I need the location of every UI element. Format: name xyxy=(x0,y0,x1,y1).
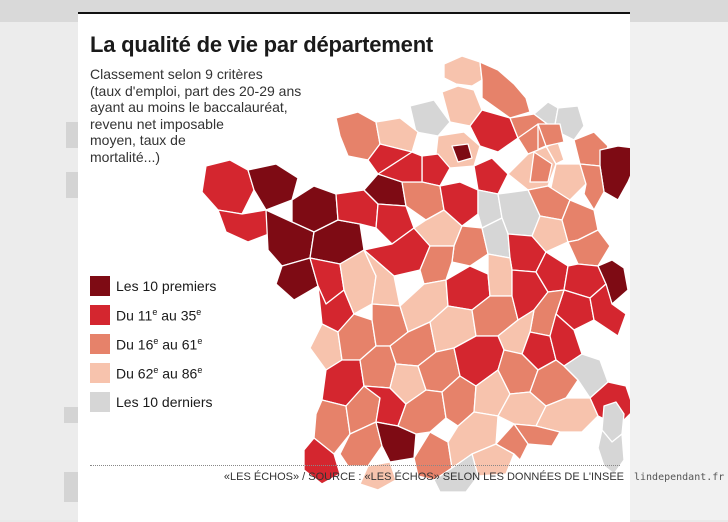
subtitle-line: revenu net imposable xyxy=(90,115,224,132)
department-region xyxy=(529,151,553,183)
subtitle-line: (taux d'emploi, part des 20-29 ans xyxy=(90,82,302,99)
legend-label: Du 11e au 35e xyxy=(116,306,202,324)
legend-swatch xyxy=(90,305,110,325)
legend-item-62-86: Du 62e au 86e xyxy=(90,361,216,385)
legend-item-11-35: Du 11e au 35e xyxy=(90,303,216,327)
department-region xyxy=(487,253,513,297)
france-department-map xyxy=(201,55,630,493)
department-region xyxy=(451,143,473,163)
department-region xyxy=(433,453,479,493)
legend-label: Du 62e au 86e xyxy=(116,364,203,382)
department-region xyxy=(473,157,509,195)
subtitle-line: Classement selon 9 critères xyxy=(90,66,263,82)
department-region xyxy=(495,423,529,461)
department-region xyxy=(597,429,625,475)
legend-label: Du 16e au 61e xyxy=(116,335,203,353)
background-page-left xyxy=(0,22,78,520)
department-region xyxy=(247,163,299,211)
legend-swatch xyxy=(90,363,110,383)
department-region xyxy=(537,123,565,147)
department-region xyxy=(513,423,561,447)
legend-swatch xyxy=(90,392,110,412)
site-watermark: lindependant.fr xyxy=(634,472,725,483)
legend-item-16-61: Du 16e au 61e xyxy=(90,332,216,356)
department-region xyxy=(201,159,255,215)
subtitle-line: moyen, taux de xyxy=(90,132,186,148)
department-region xyxy=(479,61,531,119)
department-region xyxy=(589,283,627,337)
legend-swatch xyxy=(90,334,110,354)
footer-divider xyxy=(90,465,620,466)
map-title: La qualité de vie par département xyxy=(90,32,434,57)
infographic-card: La qualité de vie par département Classe… xyxy=(78,12,630,522)
legend-label: Les 10 derniers xyxy=(116,394,213,410)
department-region xyxy=(579,163,605,211)
department-region xyxy=(443,55,483,87)
legend-item-bottom10: Les 10 derniers xyxy=(90,390,216,414)
department-region xyxy=(377,151,423,183)
background-page-right xyxy=(630,22,728,520)
department-region xyxy=(409,99,451,137)
map-subtitle: Classement selon 9 critères (taux d'empl… xyxy=(90,66,302,165)
legend-swatch xyxy=(90,276,110,296)
legend-item-top10: Les 10 premiers xyxy=(90,274,216,298)
department-region xyxy=(275,257,319,301)
department-region xyxy=(303,437,341,485)
source-credit: «LES ÉCHOS» / SOURCE : «LES ÉCHOS» SELON… xyxy=(223,471,624,483)
map-legend: Les 10 premiers Du 11e au 35e Du 16e au … xyxy=(90,274,216,419)
legend-label: Les 10 premiers xyxy=(116,278,217,294)
subtitle-line: ayant au moins le baccalauréat, xyxy=(90,99,288,115)
department-region xyxy=(517,123,539,155)
subtitle-line: mortalité...) xyxy=(90,148,161,165)
department-region xyxy=(529,359,579,407)
department-region xyxy=(375,117,419,153)
department-region xyxy=(359,461,397,491)
